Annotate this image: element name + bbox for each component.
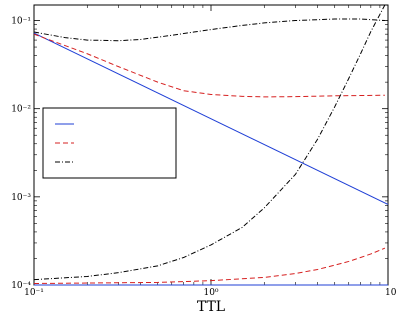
series-line-5 [33, 247, 386, 284]
legend-box [42, 107, 177, 179]
series-lines [33, 4, 389, 286]
axis-tick-labels: 10⁻¹ 10⁰ 10¹ 10⁻¹ 10⁻² 10⁻³ 10⁻⁴ [11, 17, 396, 298]
y-tick-label: 10⁻⁴ [11, 281, 31, 291]
series-line-1 [33, 32, 389, 205]
legend [42, 107, 177, 179]
x-tick-label: 10⁰ [203, 288, 218, 298]
x-tick-label: 10⁻¹ [24, 288, 44, 298]
legend-entries [55, 123, 74, 163]
y-tick-label: 10⁻² [11, 105, 31, 115]
series-line-3 [33, 18, 385, 42]
x-axis-title: TTL [197, 299, 225, 315]
y-tick-label: 10⁻³ [11, 193, 31, 203]
x-tick-label: 10¹ [385, 288, 396, 298]
series-line-6 [33, 4, 386, 281]
y-tick-label: 10⁻¹ [11, 17, 31, 27]
series-line-2 [33, 33, 385, 98]
